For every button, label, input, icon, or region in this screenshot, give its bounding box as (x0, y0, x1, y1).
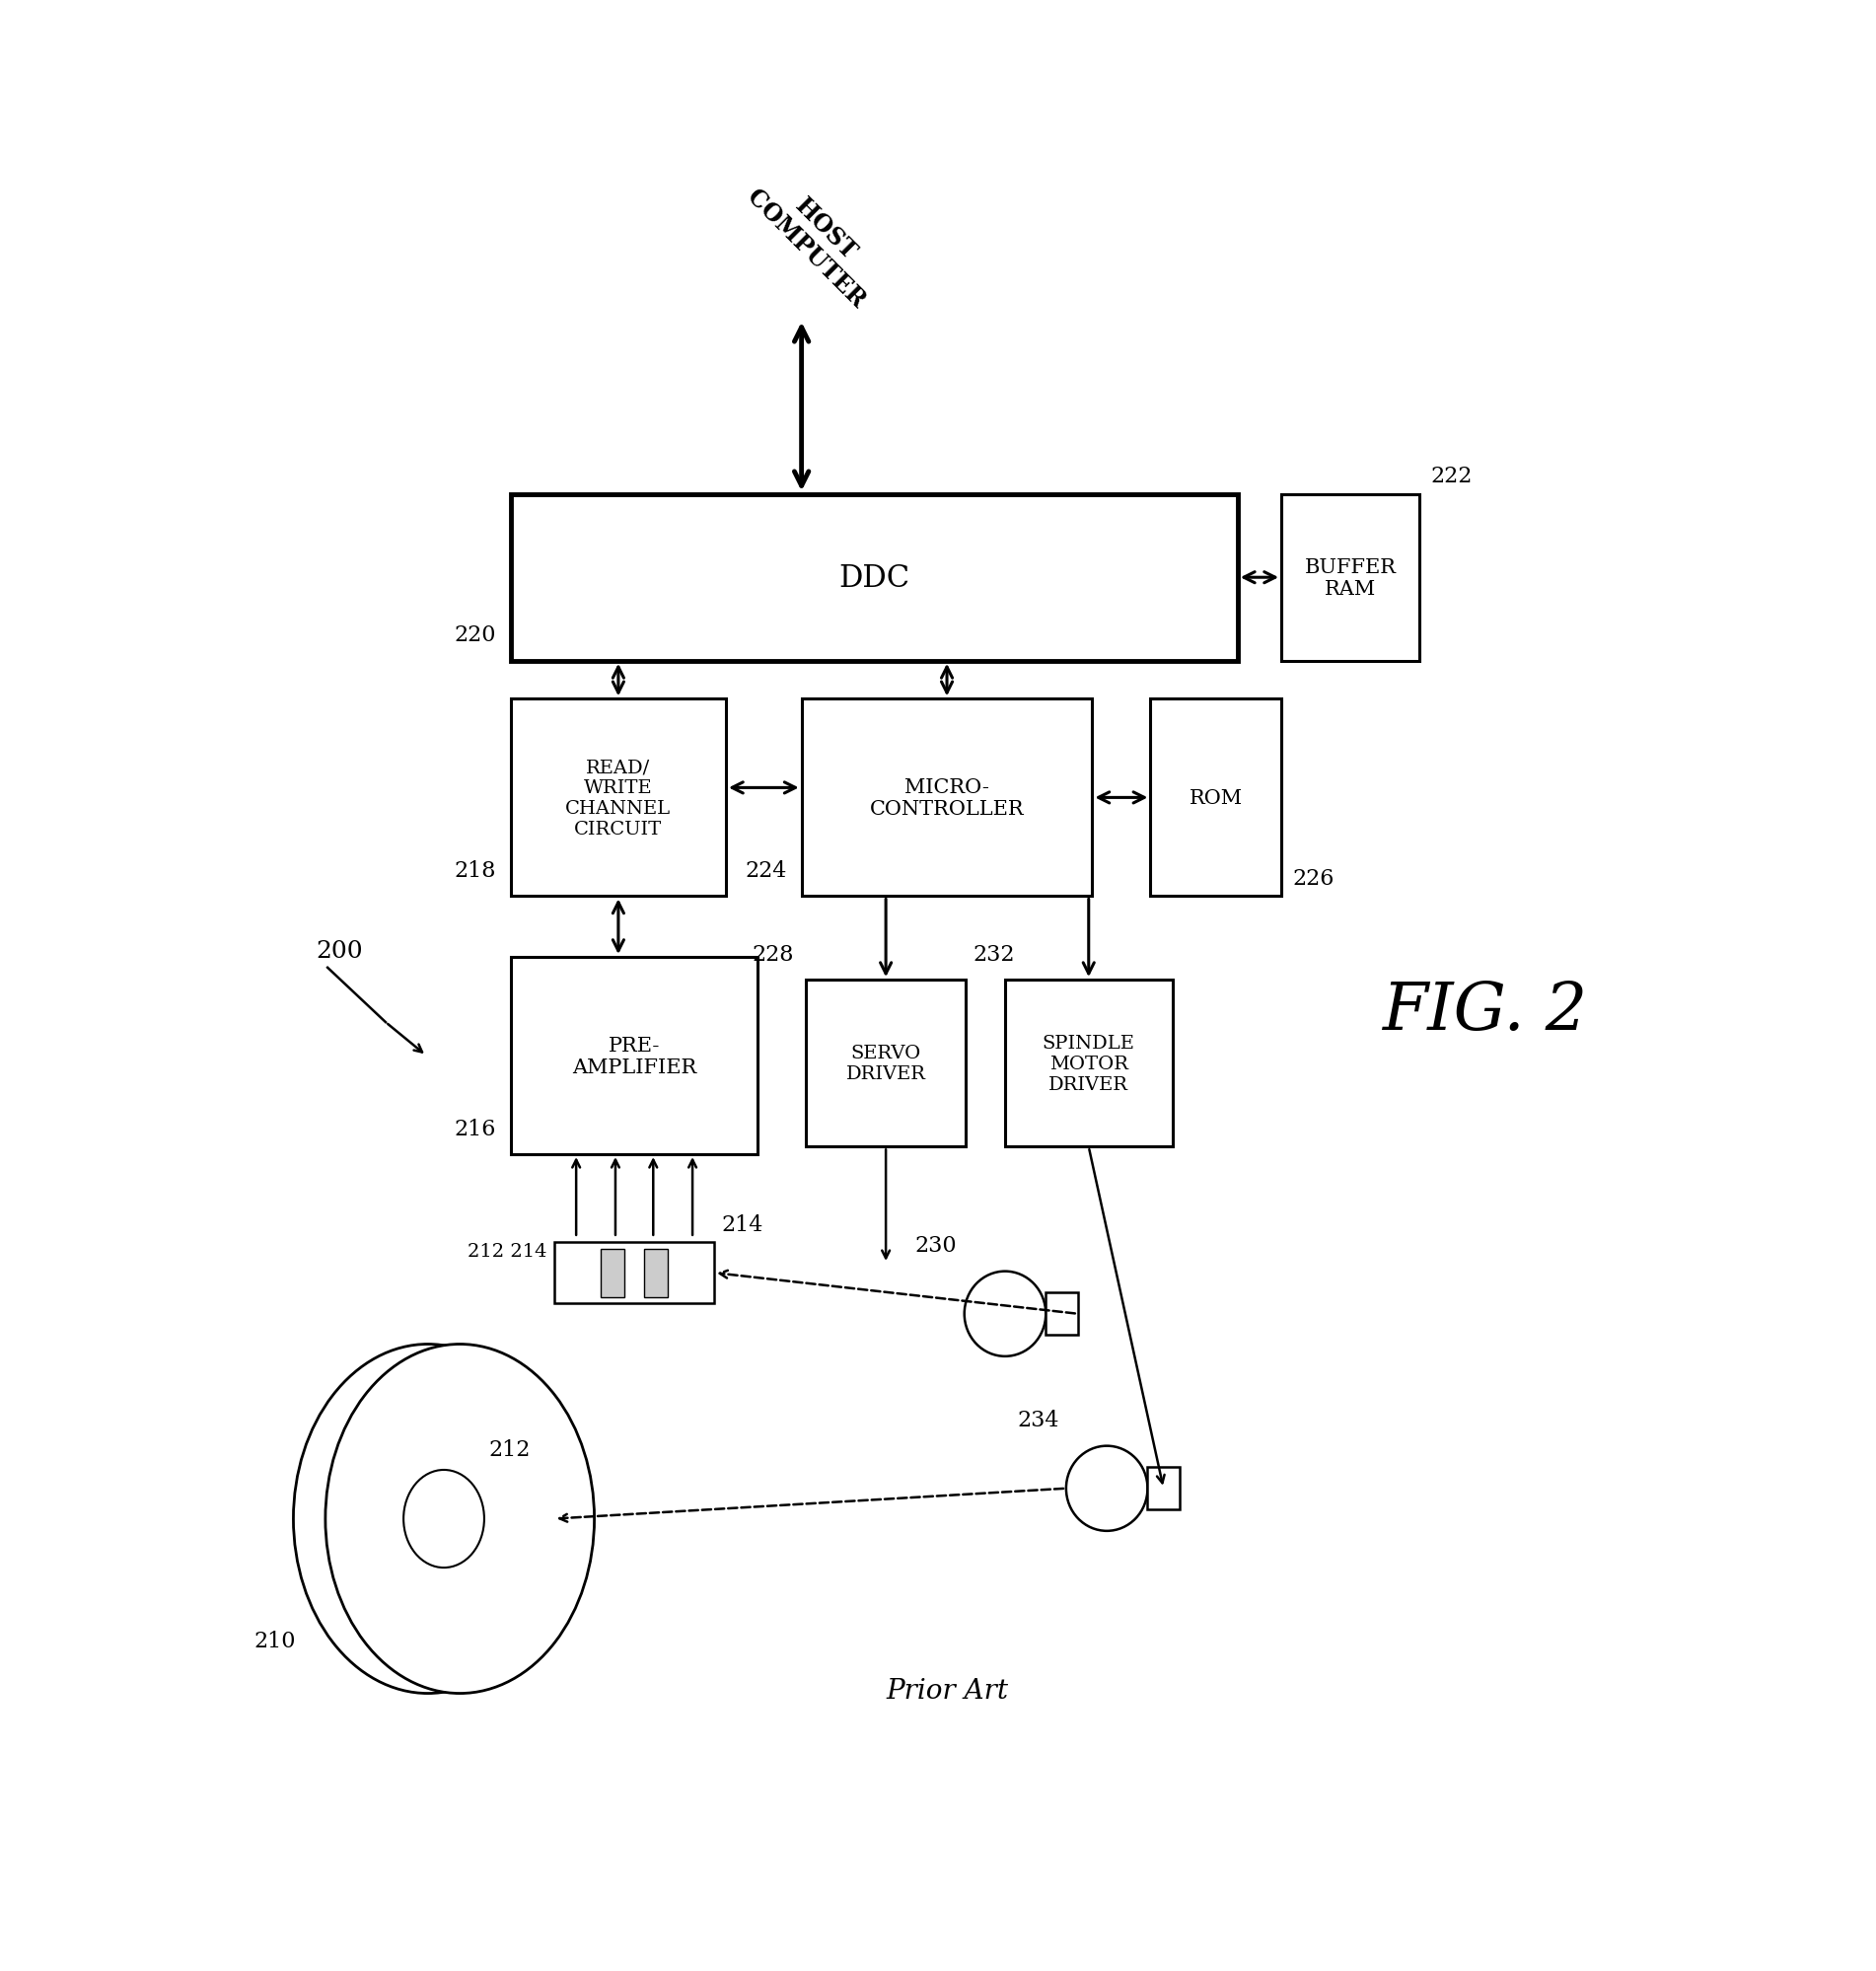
Text: 228: 228 (752, 944, 794, 966)
FancyBboxPatch shape (600, 1250, 625, 1297)
Text: 218: 218 (454, 859, 495, 881)
Text: FIG. 2: FIG. 2 (1383, 978, 1587, 1043)
FancyBboxPatch shape (510, 700, 726, 897)
Text: 224: 224 (745, 859, 788, 881)
FancyBboxPatch shape (1148, 1466, 1180, 1510)
Text: 222: 222 (1431, 465, 1473, 487)
Text: 212 214: 212 214 (467, 1244, 548, 1261)
Text: DDC: DDC (839, 562, 910, 593)
Text: 212: 212 (490, 1439, 531, 1461)
FancyBboxPatch shape (510, 495, 1238, 662)
Text: ROM: ROM (1189, 788, 1242, 808)
Ellipse shape (293, 1344, 563, 1693)
Ellipse shape (403, 1470, 484, 1567)
FancyBboxPatch shape (510, 958, 758, 1155)
Text: 230: 230 (915, 1234, 957, 1256)
Text: BUFFER
RAM: BUFFER RAM (1304, 558, 1396, 599)
FancyBboxPatch shape (1281, 495, 1420, 662)
Text: 214: 214 (722, 1214, 764, 1236)
Circle shape (1066, 1447, 1148, 1531)
Text: 200: 200 (315, 940, 362, 962)
Text: Prior Art: Prior Art (885, 1677, 1007, 1703)
Text: 216: 216 (454, 1118, 495, 1139)
Text: 234: 234 (1017, 1409, 1058, 1431)
Circle shape (964, 1271, 1045, 1356)
FancyBboxPatch shape (645, 1250, 668, 1297)
Text: 210: 210 (255, 1630, 296, 1652)
Text: MICRO-
CONTROLLER: MICRO- CONTROLLER (870, 779, 1024, 818)
FancyBboxPatch shape (801, 700, 1092, 897)
Text: HOST
COMPUTER: HOST COMPUTER (743, 166, 889, 311)
Text: PRE-
AMPLIFIER: PRE- AMPLIFIER (572, 1037, 696, 1076)
Text: READ/
WRITE
CHANNEL
CIRCUIT: READ/ WRITE CHANNEL CIRCUIT (565, 759, 672, 838)
FancyBboxPatch shape (1150, 700, 1281, 897)
Text: 220: 220 (454, 625, 495, 646)
Text: SPINDLE
MOTOR
DRIVER: SPINDLE MOTOR DRIVER (1043, 1035, 1135, 1094)
FancyBboxPatch shape (1006, 980, 1172, 1147)
FancyBboxPatch shape (807, 980, 966, 1147)
Text: 232: 232 (974, 944, 1015, 966)
FancyBboxPatch shape (555, 1244, 715, 1303)
Ellipse shape (325, 1344, 595, 1693)
Text: SERVO
DRIVER: SERVO DRIVER (846, 1045, 925, 1082)
Text: 226: 226 (1293, 867, 1334, 889)
FancyBboxPatch shape (1045, 1293, 1077, 1334)
